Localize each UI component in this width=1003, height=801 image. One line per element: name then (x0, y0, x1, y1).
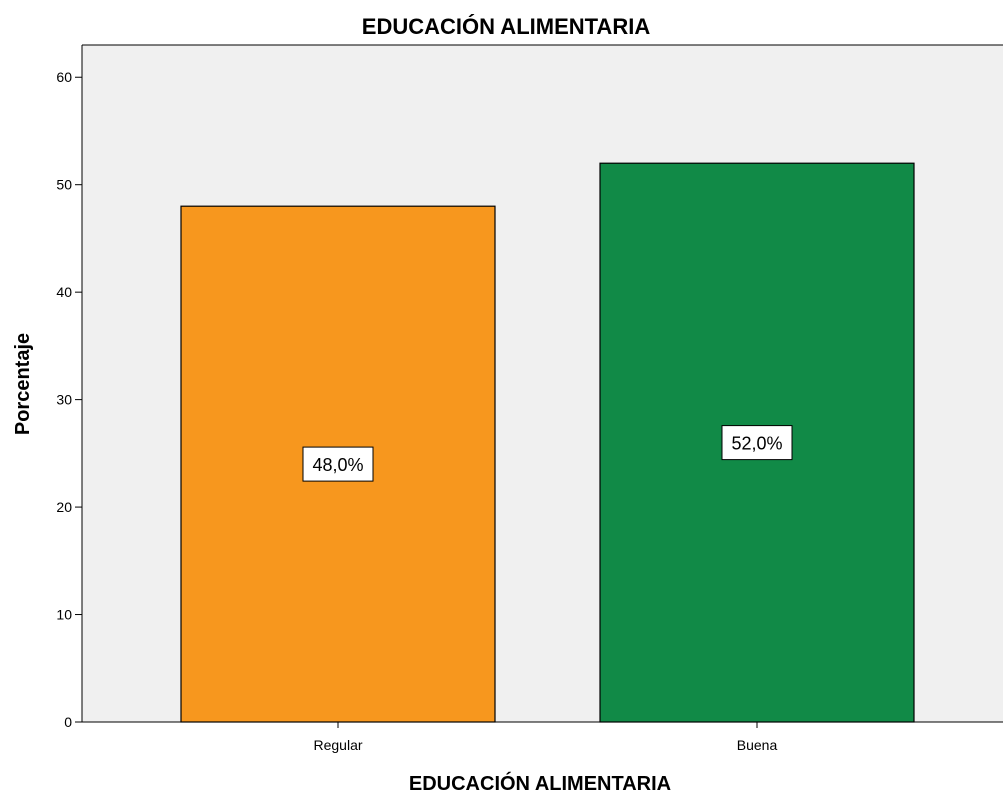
data-label-box (721, 425, 793, 461)
y-ticks: 0 10 20 30 40 50 60 (56, 69, 82, 730)
data-label: 52,0% (731, 434, 782, 454)
x-tick-label: Buena (737, 737, 778, 753)
y-axis-title: Porcentaje (12, 333, 34, 435)
y-tick-label: 20 (56, 499, 72, 515)
x-axis-title: EDUCACIÓN ALIMENTARIA (409, 771, 671, 795)
data-label: 48,0% (312, 455, 363, 475)
y-tick-label: 10 (56, 607, 72, 623)
chart-title: EDUCACIÓN ALIMENTARIA (362, 14, 651, 39)
y-tick-label: 50 (56, 177, 72, 193)
y-tick-label: 60 (56, 69, 72, 85)
x-tick-label: Regular (313, 737, 362, 753)
data-label-box (302, 446, 374, 482)
x-ticks: Regular Buena (313, 722, 777, 753)
y-tick-label: 30 (56, 392, 72, 408)
y-tick-label: 40 (56, 284, 72, 300)
y-tick-label: 0 (64, 714, 72, 730)
data-labels: 48,0% 52,0% (302, 425, 793, 482)
